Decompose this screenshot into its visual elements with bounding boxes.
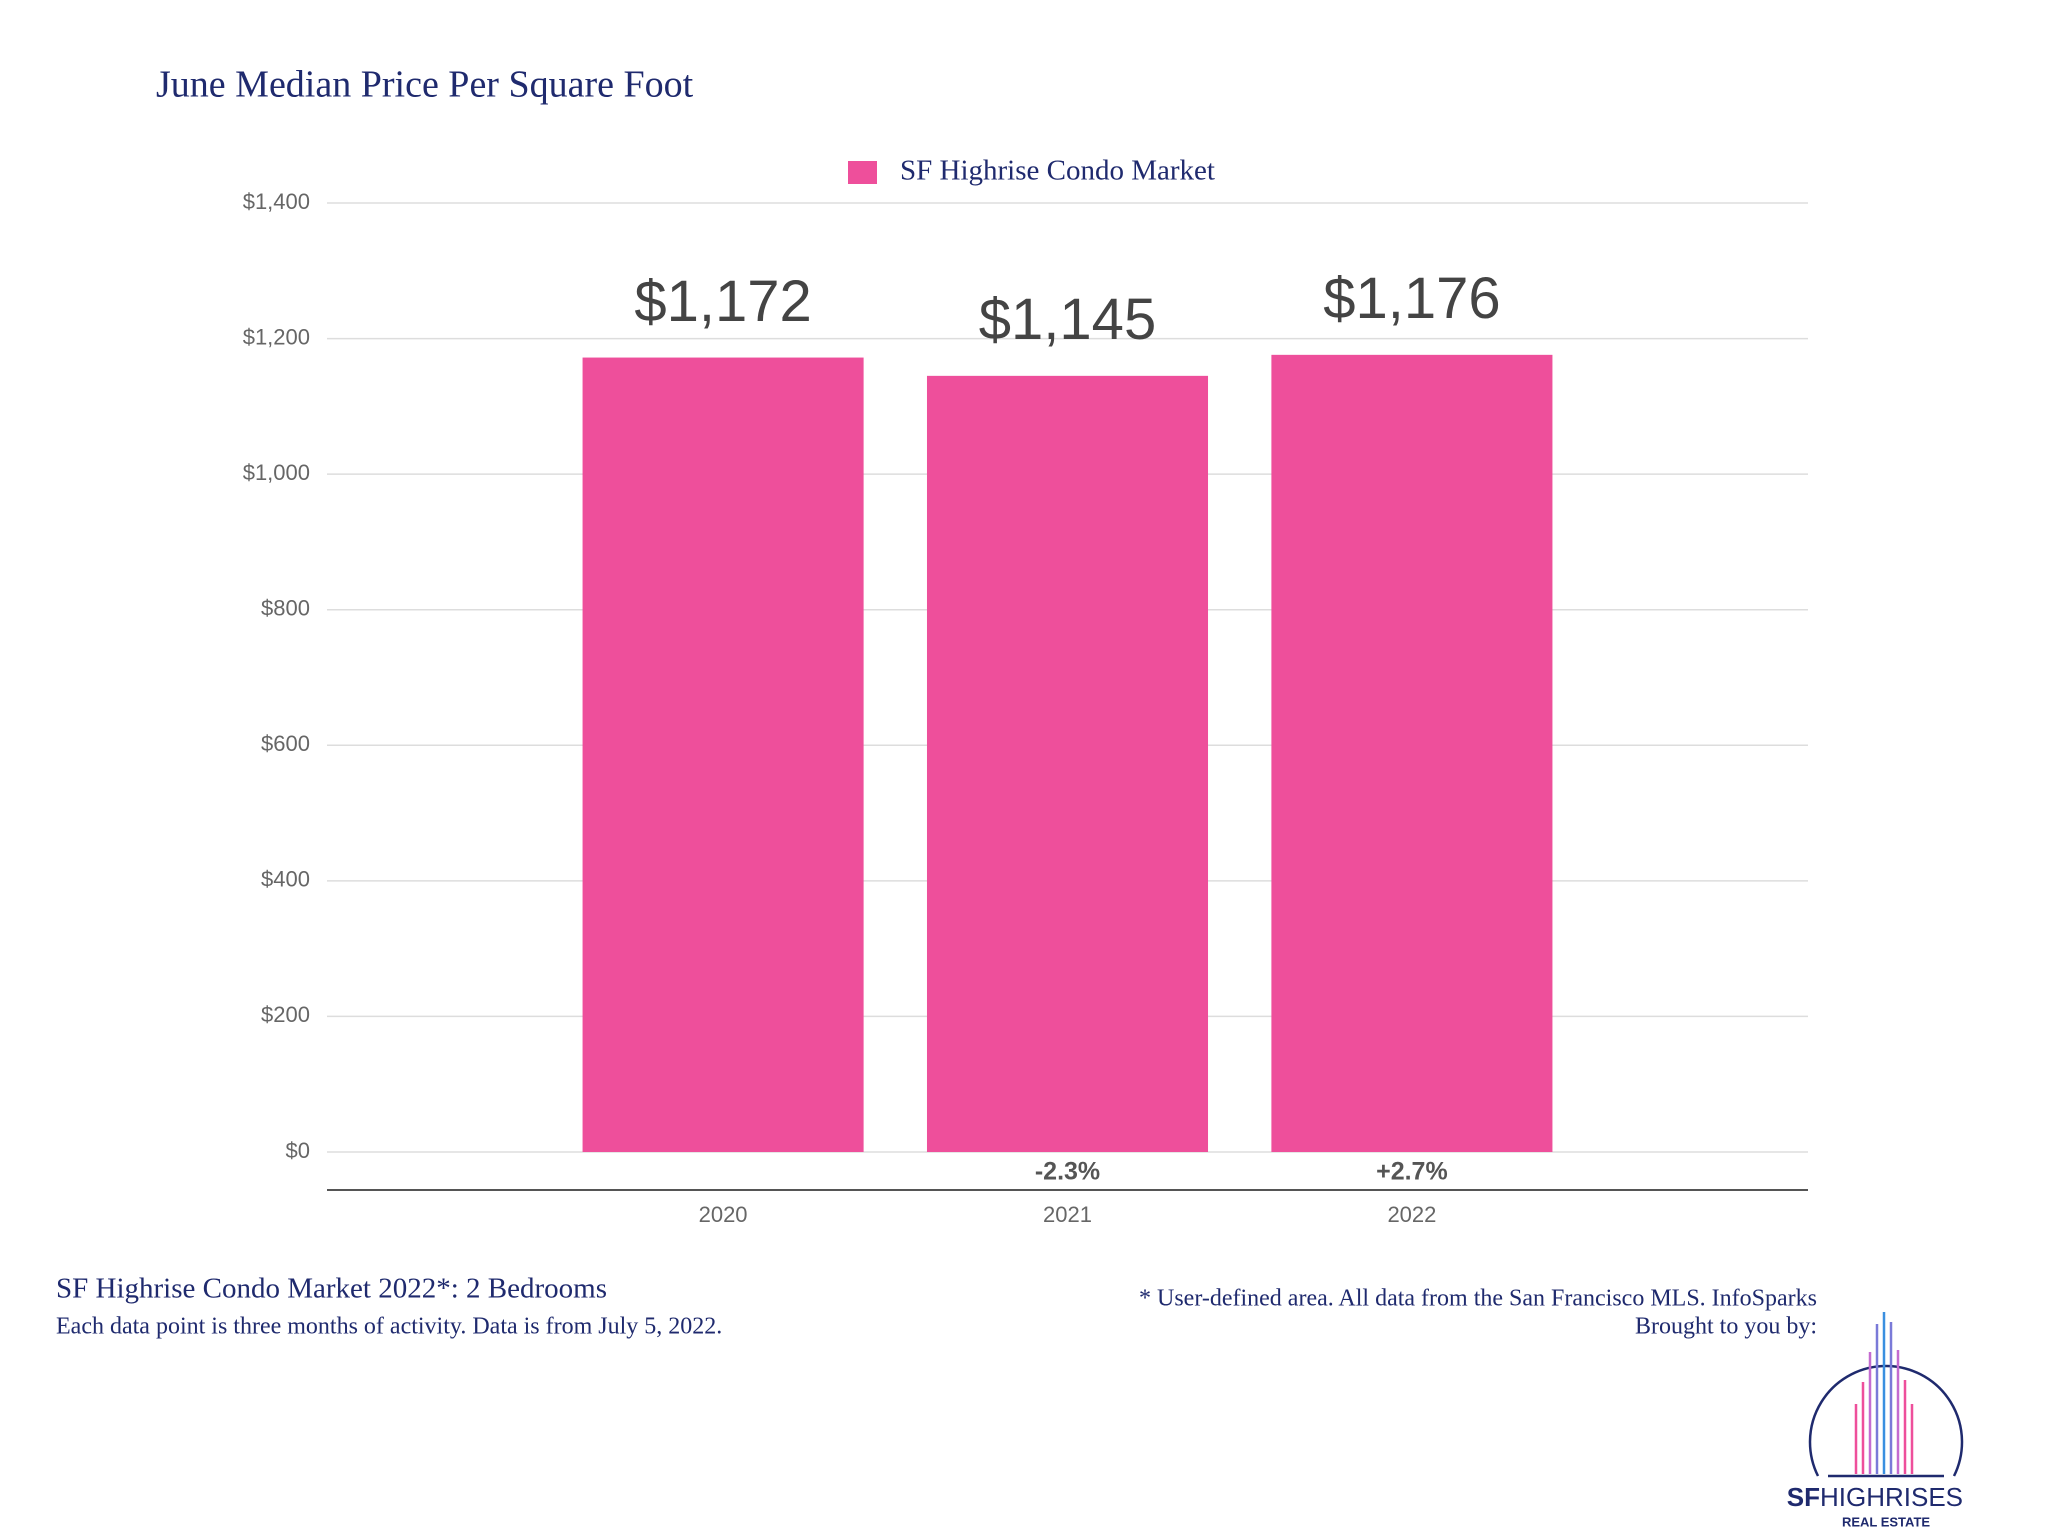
- footer-note: Each data point is three months of activ…: [56, 1314, 722, 1340]
- logo-tagline: REAL ESTATE: [1842, 1514, 1930, 1529]
- logo-brand-b: HIGHRISES: [1820, 1482, 1963, 1512]
- bar: [582, 357, 864, 1153]
- footer-credit: Brought to you by:: [1635, 1314, 1817, 1340]
- y-tick-label: $1,400: [243, 189, 310, 214]
- data-label: $1,176: [1323, 266, 1500, 331]
- y-tick-label: $200: [261, 1002, 310, 1027]
- bar: [926, 375, 1209, 1152]
- x-tick-label: 2021: [1043, 1202, 1092, 1227]
- change-label: +2.7%: [1376, 1158, 1448, 1186]
- change-label: -2.3%: [1035, 1158, 1100, 1186]
- logo-arc: [1808, 1364, 1964, 1477]
- footer-subtitle: SF Highrise Condo Market 2022*: 2 Bedroo…: [56, 1273, 607, 1305]
- y-tick-label: $1,000: [243, 460, 310, 485]
- y-tick-label: $600: [261, 731, 310, 756]
- logo-brand-a: SF: [1787, 1482, 1820, 1512]
- y-tick-label: $400: [261, 867, 310, 892]
- footer-source: * User-defined area. All data from the S…: [1139, 1286, 1817, 1312]
- data-label: $1,145: [979, 287, 1156, 352]
- data-label: $1,172: [634, 269, 811, 334]
- y-tick-label: $1,200: [243, 324, 310, 349]
- logo-towers: [1854, 1312, 1914, 1474]
- chart-title: June Median Price Per Square Foot: [156, 64, 694, 106]
- legend-label: SF Highrise Condo Market: [900, 155, 1215, 187]
- legend-swatch: [848, 161, 877, 184]
- x-tick-label: 2020: [699, 1202, 748, 1227]
- y-tick-label: $0: [286, 1138, 310, 1163]
- y-tick-label: $800: [261, 596, 310, 621]
- x-tick-label: 2022: [1387, 1202, 1436, 1227]
- bar: [1271, 354, 1553, 1153]
- logo: SF HIGHRISES REAL ESTATE: [1787, 1312, 1964, 1529]
